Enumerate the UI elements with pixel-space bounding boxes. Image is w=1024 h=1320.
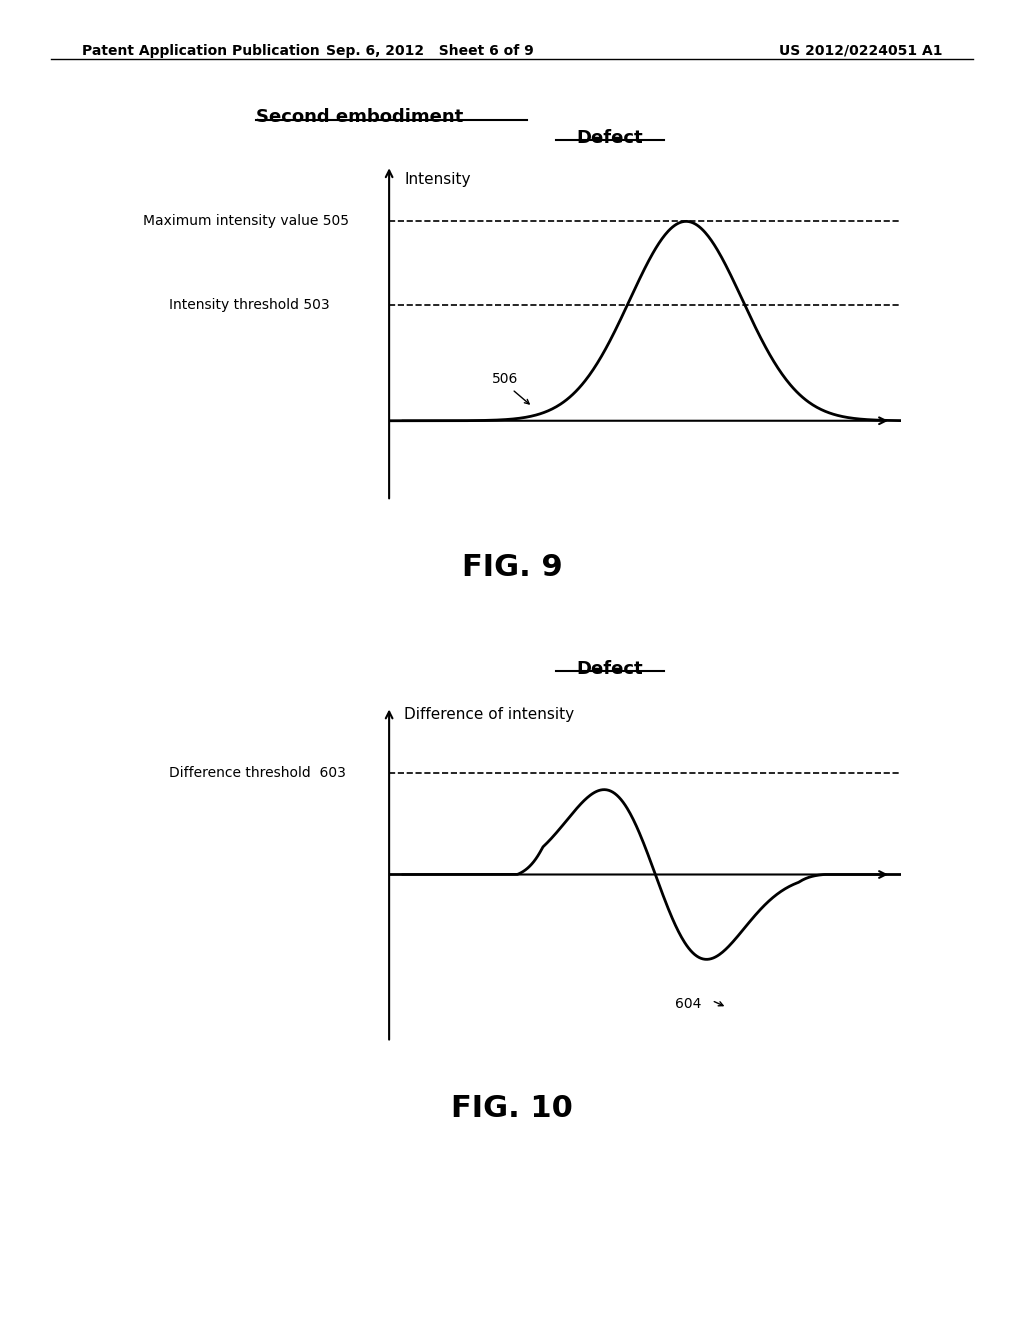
Text: US 2012/0224051 A1: US 2012/0224051 A1 [778, 44, 942, 58]
Text: 506: 506 [492, 372, 518, 385]
Text: Second embodiment: Second embodiment [256, 108, 463, 127]
Text: Difference of intensity: Difference of intensity [404, 706, 574, 722]
Text: Defect: Defect [575, 660, 643, 678]
Text: 604: 604 [675, 997, 701, 1011]
Text: Intensity threshold 503: Intensity threshold 503 [169, 298, 330, 313]
Text: Maximum intensity value 505: Maximum intensity value 505 [143, 214, 349, 228]
Text: Difference threshold  603: Difference threshold 603 [169, 766, 346, 780]
Text: Sep. 6, 2012   Sheet 6 of 9: Sep. 6, 2012 Sheet 6 of 9 [327, 44, 534, 58]
Text: FIG. 10: FIG. 10 [451, 1094, 573, 1123]
Text: Defect: Defect [575, 129, 643, 148]
Text: Intensity: Intensity [404, 173, 471, 187]
Text: Patent Application Publication: Patent Application Publication [82, 44, 319, 58]
Text: FIG. 9: FIG. 9 [462, 553, 562, 582]
